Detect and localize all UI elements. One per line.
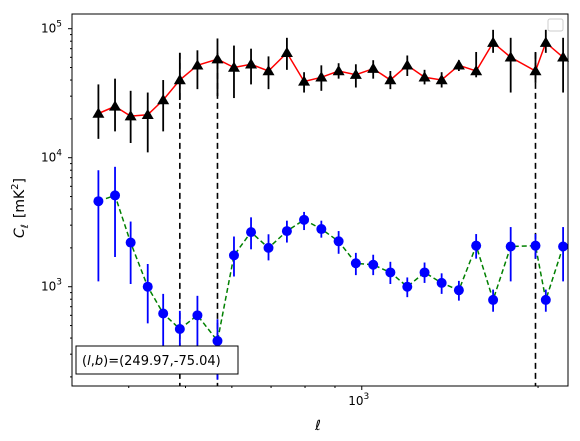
series-1-marker xyxy=(191,59,204,70)
series-2-marker xyxy=(142,281,153,292)
series-2-marker xyxy=(228,250,239,261)
series-2-marker xyxy=(540,294,551,305)
x-tick-label: 103 xyxy=(348,392,369,408)
series-2-marker xyxy=(558,241,569,252)
series-1-marker xyxy=(298,75,311,86)
series-2-marker xyxy=(316,224,327,235)
series-1-marker xyxy=(504,51,517,62)
plot-area xyxy=(92,29,570,386)
series-2-marker xyxy=(368,259,379,270)
series-2-marker xyxy=(530,240,541,251)
series-1-marker xyxy=(470,65,483,76)
series-1-marker xyxy=(435,74,448,85)
series-1-marker xyxy=(401,59,414,70)
axes: 103 104 105 103 xyxy=(41,20,539,408)
series-2-marker xyxy=(419,267,430,278)
series-1-marker xyxy=(557,51,570,62)
y-tick-label: 105 xyxy=(41,20,62,36)
series-1-marker xyxy=(418,71,431,82)
series-2-marker xyxy=(505,241,516,252)
series-2-marker xyxy=(488,294,499,305)
series-2-marker xyxy=(212,335,223,346)
annotation: (l,b)=(249.97,-75.04) xyxy=(75,345,239,375)
series-1-marker xyxy=(211,53,224,64)
legend-box xyxy=(547,18,564,32)
series-2-marker xyxy=(263,242,274,253)
series-1-marker xyxy=(529,65,542,76)
y-axis-label: Cℓ[mK2] xyxy=(10,178,31,238)
axes-frame xyxy=(71,13,569,387)
series-1-marker xyxy=(124,110,137,121)
series-1-marker xyxy=(332,65,345,76)
series-1-marker xyxy=(452,59,465,70)
x-axis-label: ℓ xyxy=(314,418,321,434)
series-2-marker xyxy=(402,281,413,292)
series-2-marker xyxy=(192,310,203,321)
series-1-marker xyxy=(315,71,328,82)
series-2-line xyxy=(98,194,564,343)
series-1-marker xyxy=(487,36,500,47)
series-1-marker xyxy=(157,94,170,105)
series-2-marker xyxy=(436,277,447,288)
series-1-marker xyxy=(109,100,122,111)
series-2-marker xyxy=(93,196,104,207)
series-2-marker xyxy=(158,308,169,319)
series-1-marker xyxy=(227,61,240,72)
series-1-marker xyxy=(280,46,293,58)
series-2-marker xyxy=(125,237,136,248)
y-tick-label: 103 xyxy=(41,278,62,294)
annotation-box xyxy=(75,345,239,375)
series-1-marker xyxy=(173,74,186,85)
series-2-marker xyxy=(246,227,257,238)
series-1-marker xyxy=(262,65,275,76)
series-2-marker xyxy=(453,285,464,296)
series-2-marker xyxy=(385,267,396,278)
series-2-marker xyxy=(350,258,361,269)
series-1-marker xyxy=(539,36,552,47)
series-1-marker xyxy=(349,68,362,79)
series-2-marker xyxy=(281,226,292,237)
series-1-marker xyxy=(92,107,105,118)
series-1-marker xyxy=(245,58,258,69)
series-2-marker xyxy=(333,236,344,247)
series-1-marker xyxy=(141,108,154,120)
series-1-line xyxy=(98,41,564,117)
series-2-marker xyxy=(174,324,185,335)
y-tick-label: 104 xyxy=(41,149,62,165)
series-1-marker xyxy=(367,62,380,73)
series-1-marker xyxy=(384,74,397,85)
annotation-text: (l,b)=(249.97,-75.04) xyxy=(82,354,221,369)
series-2-marker xyxy=(299,214,310,225)
series-2-marker xyxy=(471,240,482,251)
series-2-marker xyxy=(110,190,121,201)
